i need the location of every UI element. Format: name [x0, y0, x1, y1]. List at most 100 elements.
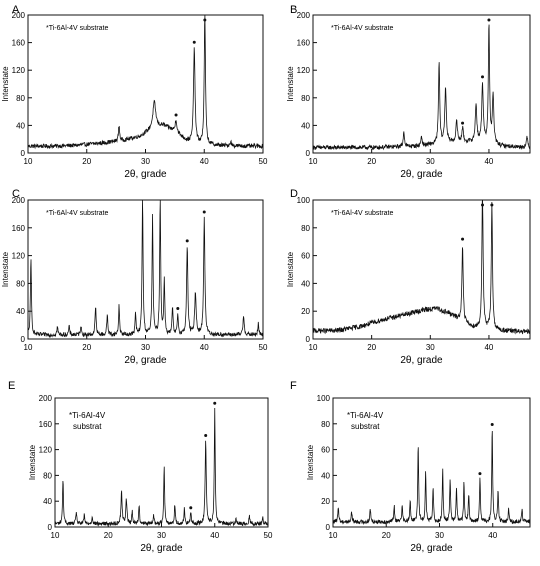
x-tick-label: 10 — [24, 343, 33, 352]
substrate-peak-marker — [487, 18, 491, 22]
y-tick-label: 200 — [12, 11, 26, 20]
y-tick-label: 60 — [321, 446, 330, 455]
y-tick-label: 100 — [317, 394, 331, 403]
y-tick-label: 40 — [16, 307, 25, 316]
panel-label: C — [12, 188, 20, 200]
y-tick-label: 0 — [21, 335, 26, 344]
substrate-annotation: *Ti-6Al-4V substrate — [46, 210, 108, 217]
y-tick-label: 80 — [16, 279, 25, 288]
y-tick-label: 200 — [39, 394, 53, 403]
substrate-peak-marker — [478, 472, 482, 476]
x-tick-label: 40 — [484, 343, 493, 352]
x-tick-label: 20 — [104, 531, 113, 540]
xrd-trace — [54, 408, 269, 527]
y-tick-label: 120 — [297, 66, 311, 75]
x-tick-label: 50 — [259, 343, 268, 352]
panel-label: D — [290, 188, 298, 200]
substrate-peak-marker — [480, 203, 484, 207]
y-tick-label: 160 — [39, 420, 53, 429]
panel-a: A 10 20 30 40 50 0 40 80 120 160 200 2θ, grade Intens… — [1, 4, 268, 180]
substrate-peak-marker — [461, 121, 465, 125]
panel-b: B 10 20 30 40 0 40 80 120 160 200 2θ, grade Intensta… — [286, 4, 531, 180]
panel-c: C 10 20 30 40 50 0 40 80 120 160 200 2θ, grade Intens… — [1, 188, 268, 366]
x-tick-label: 20 — [367, 157, 376, 166]
annotation-line-2: substrat — [73, 422, 102, 431]
substrate-peak-marker — [461, 237, 465, 241]
annotation-line-2: substrat — [351, 422, 380, 431]
x-tick-label: 40 — [488, 531, 497, 540]
annotation-line-1: *Ti-6Al-4V — [69, 411, 106, 420]
substrate-peak-marker — [189, 506, 193, 510]
x-tick-label: 30 — [141, 343, 150, 352]
y-tick-label: 40 — [16, 121, 25, 130]
panel-f: F 10 20 30 40 0 20 40 60 80 100 2θ, grade Intenstate… — [290, 380, 531, 554]
y-tick-label: 20 — [321, 497, 330, 506]
y-tick-label: 160 — [297, 39, 311, 48]
y-tick-label: 120 — [12, 66, 26, 75]
y-axis-label: Intenstate — [286, 66, 295, 102]
y-axis-label: Intenstate — [286, 251, 295, 287]
x-tick-label: 40 — [210, 531, 219, 540]
y-tick-label: 40 — [301, 279, 310, 288]
panel-e: E 10 20 30 40 50 0 40 80 120 160 200 2θ, grade Intens… — [8, 380, 273, 554]
y-tick-label: 60 — [301, 252, 310, 261]
y-tick-label: 80 — [43, 471, 52, 480]
x-tick-label: 20 — [82, 343, 91, 352]
x-tick-label: 30 — [141, 157, 150, 166]
x-tick-label: 30 — [435, 531, 444, 540]
substrate-peak-marker — [203, 18, 207, 22]
substrate-peak-marker — [213, 401, 217, 405]
panel-label: B — [290, 4, 297, 16]
panel-label: A — [12, 4, 20, 16]
y-tick-label: 0 — [306, 149, 311, 158]
y-tick-label: 120 — [12, 252, 26, 261]
substrate-peak-marker — [174, 113, 178, 117]
substrate-annotation: *Ti-6Al-4V substrat — [347, 411, 384, 431]
y-tick-label: 40 — [43, 497, 52, 506]
substrate-peak-marker — [185, 239, 189, 243]
xrd-trace — [27, 14, 264, 150]
substrate-annotation: *Ti-6Al-4V substrate — [46, 25, 108, 32]
x-axis-label: 2θ, grade — [400, 355, 443, 366]
plot-frame — [312, 199, 531, 340]
y-tick-label: 160 — [12, 224, 26, 233]
panel-d: D 10 20 30 40 0 20 40 60 80 100 2θ, grade Intenstate… — [286, 188, 531, 366]
panel-label: E — [8, 380, 15, 392]
y-tick-label: 0 — [48, 523, 53, 532]
x-tick-label: 10 — [309, 157, 318, 166]
xrd-trace — [312, 199, 531, 335]
x-tick-label: 10 — [309, 343, 318, 352]
y-axis-label: Intenstate — [28, 444, 37, 480]
y-tick-label: 0 — [326, 523, 331, 532]
y-tick-label: 160 — [12, 39, 26, 48]
x-tick-label: 40 — [484, 157, 493, 166]
y-tick-label: 20 — [301, 307, 310, 316]
x-tick-label: 30 — [157, 531, 166, 540]
plot-frame — [312, 14, 531, 154]
x-tick-label: 20 — [367, 343, 376, 352]
y-tick-label: 0 — [21, 149, 26, 158]
y-axis-label: Intenstate — [1, 251, 10, 287]
substrate-annotation: *Ti-6Al-4V substrate — [331, 25, 393, 32]
x-tick-label: 10 — [24, 157, 33, 166]
y-tick-label: 120 — [39, 446, 53, 455]
substrate-peak-marker — [202, 210, 206, 214]
x-tick-label: 40 — [200, 343, 209, 352]
x-tick-label: 10 — [51, 531, 60, 540]
plot-frame — [27, 199, 264, 340]
substrate-peak-marker — [176, 307, 180, 311]
y-tick-label: 100 — [297, 196, 311, 205]
x-axis-label: 2θ, grade — [140, 543, 183, 554]
xrd-trace — [332, 430, 531, 526]
y-tick-label: 40 — [301, 121, 310, 130]
substrate-peak-marker — [490, 423, 494, 427]
y-tick-label: 80 — [16, 94, 25, 103]
x-tick-label: 50 — [259, 157, 268, 166]
y-tick-label: 80 — [301, 94, 310, 103]
y-axis-label: Intenstate — [1, 66, 10, 102]
y-axis-label: Intenstate — [306, 444, 315, 480]
y-tick-label: 200 — [297, 11, 311, 20]
x-axis-label: 2θ, grade — [400, 169, 443, 180]
panel-label: F — [290, 380, 297, 392]
